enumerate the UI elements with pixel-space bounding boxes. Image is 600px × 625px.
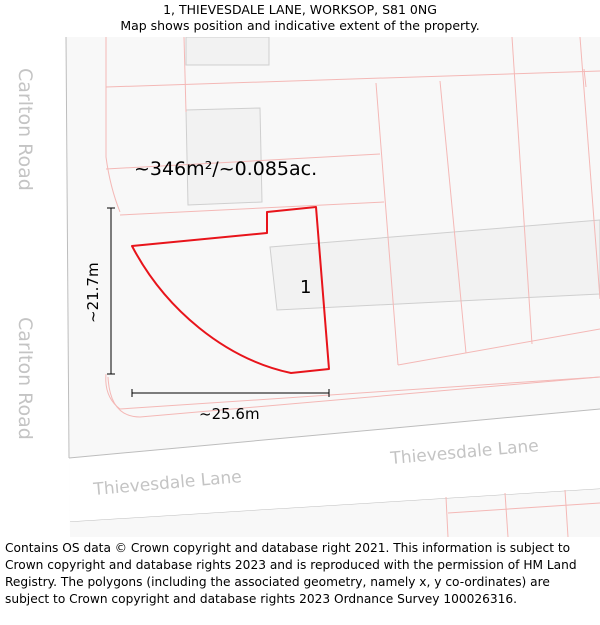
building (185, 107, 263, 206)
map-canvas[interactable]: Carlton Road Carlton Road Thievesdale La… (0, 37, 600, 537)
property-address-title: 1, THIEVESDALE LANE, WORKSOP, S81 0NG (163, 2, 437, 17)
road-edge (65, 37, 70, 459)
parcel-lines (105, 37, 600, 537)
dimension-lines (107, 207, 330, 397)
plot-number: 1 (300, 277, 311, 298)
map-subtitle: Map shows position and indicative extent… (120, 18, 480, 33)
building (185, 37, 270, 66)
height-dimension-label: ~21.7m (84, 262, 102, 323)
road-edge (68, 408, 600, 459)
carlton-road-label-upper: Carlton Road (14, 68, 36, 191)
carlton-road-label-lower: Carlton Road (14, 317, 36, 440)
south-parcels (70, 489, 600, 537)
area-label: ~346m²/~0.085ac. (134, 158, 317, 180)
building-terrace (269, 219, 600, 311)
road-verge (0, 458, 70, 537)
thievesdale-lane-road (69, 409, 600, 522)
width-dimension-label: ~25.6m (199, 405, 260, 423)
map-header: 1, THIEVESDALE LANE, WORKSOP, S81 0NG Ma… (0, 0, 600, 37)
carlton-road (0, 37, 69, 458)
property-boundary[interactable] (131, 206, 330, 374)
copyright-attribution: Contains OS data © Crown copyright and d… (5, 541, 577, 606)
